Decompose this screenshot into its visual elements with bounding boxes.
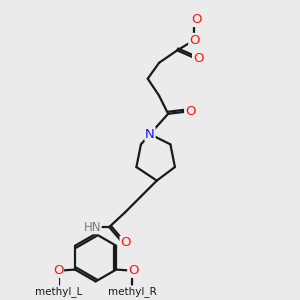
Text: methyl_R: methyl_R [108, 286, 157, 297]
Text: O: O [189, 34, 200, 47]
Text: O: O [193, 52, 203, 65]
Text: HN: HN [83, 220, 101, 234]
Text: O: O [53, 264, 63, 277]
Text: O: O [120, 236, 131, 249]
Text: N: N [145, 128, 155, 141]
Text: methyl_L: methyl_L [35, 286, 83, 297]
Text: O: O [185, 105, 195, 118]
Text: O: O [191, 13, 202, 26]
Text: O: O [128, 264, 139, 277]
